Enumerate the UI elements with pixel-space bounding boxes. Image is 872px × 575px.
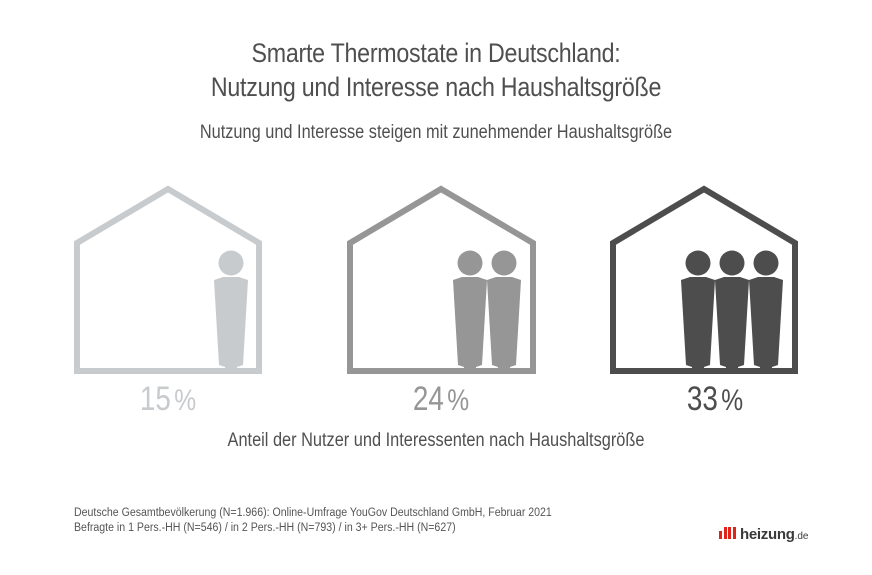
chart-title-line-2: Nutzung und Interesse nach Haushaltsgröß… — [210, 72, 662, 102]
house-3-persons — [610, 185, 798, 374]
person-icon — [214, 250, 248, 369]
house-1-person — [74, 185, 262, 374]
value-1-person: 15% — [102, 380, 233, 419]
logo-tld: .de — [794, 531, 809, 542]
chart-title-line-1: Smarte Thermostate in Deutschland: — [251, 38, 621, 68]
heizung-logo: heizung .de — [719, 526, 808, 544]
source-line-2: Befragte in 1 Pers.-HH (N=546) / in 2 Pe… — [74, 522, 456, 534]
percent-sign: % — [447, 384, 470, 417]
logo-word: heizung — [740, 526, 795, 543]
value-3-persons: 33% — [649, 380, 780, 419]
percent-sign: % — [721, 384, 744, 417]
house-outline-icon — [74, 185, 262, 374]
house-outline-icon — [347, 185, 536, 374]
percent-sign: % — [174, 384, 197, 417]
house-2-persons — [347, 185, 536, 374]
value-number: 15 — [139, 380, 171, 418]
source-note: Deutsche Gesamtbevölkerung (N=1.966): On… — [74, 506, 552, 536]
value-number: 33 — [686, 380, 718, 418]
houses-infographic — [74, 185, 798, 374]
chart-subtitle: Nutzung und Interesse steigen mit zunehm… — [199, 122, 673, 143]
value-2-persons: 24% — [375, 380, 506, 419]
house-outline-icon — [610, 185, 798, 374]
logo-bars-icon — [719, 527, 737, 539]
value-number: 24 — [412, 380, 444, 418]
chart-caption: Anteil der Nutzer und Interessenten nach… — [227, 430, 645, 451]
persons-icon — [453, 250, 521, 369]
persons-icon — [681, 250, 783, 369]
source-line-1: Deutsche Gesamtbevölkerung (N=1.966): On… — [74, 507, 552, 519]
